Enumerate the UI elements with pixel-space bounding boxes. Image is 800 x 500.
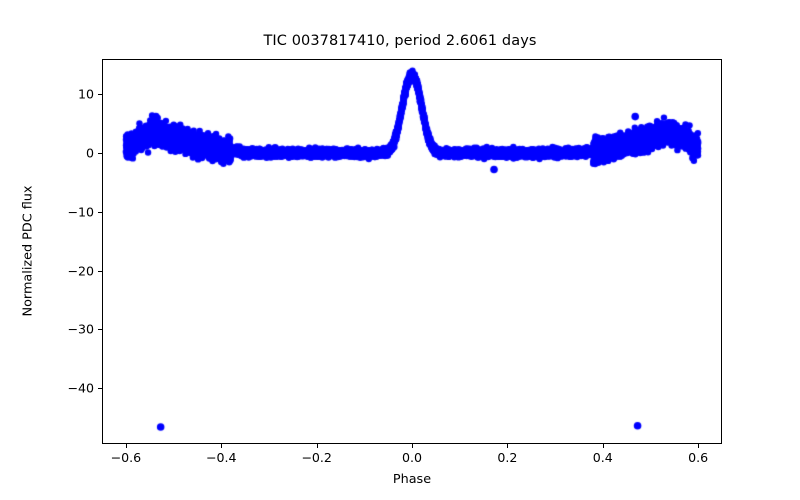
- x-tick-mark: [316, 444, 318, 448]
- y-tick-label: −10: [67, 204, 94, 220]
- y-tick-mark: [98, 153, 102, 155]
- plot-axes-frame: [102, 59, 722, 444]
- y-tick-label: −30: [67, 321, 94, 337]
- y-tick-label: 0: [85, 145, 94, 161]
- x-axis-tick-labels: −0.6 −0.4 −0.2 0.0 0.2 0.4 0.6: [102, 450, 722, 470]
- y-axis-tick-marks: [98, 59, 102, 444]
- x-tick-label: 0.0: [401, 450, 423, 465]
- x-axis-tick-marks: [102, 444, 722, 448]
- y-tick-mark: [98, 270, 102, 272]
- x-axis-label: Phase: [392, 472, 432, 487]
- x-tick-mark: [412, 444, 414, 448]
- x-tick-label: 0.6: [688, 450, 709, 465]
- x-tick-mark: [698, 444, 700, 448]
- y-axis-label: Normalized PDC flux: [20, 185, 36, 317]
- x-tick-label: −0.2: [301, 450, 332, 465]
- y-tick-mark: [98, 329, 102, 331]
- y-tick-mark: [98, 211, 102, 213]
- x-tick-label: −0.4: [205, 450, 237, 465]
- y-tick-label: −20: [67, 263, 94, 279]
- x-tick-label: 0.2: [497, 450, 518, 465]
- x-tick-mark: [125, 444, 127, 448]
- x-tick-mark: [507, 444, 509, 448]
- x-tick-mark: [602, 444, 604, 448]
- page-title: TIC 0037817410, period 2.6061 days: [263, 33, 537, 49]
- y-tick-label: −40: [67, 380, 94, 396]
- y-axis-tick-labels: 10 0 −10 −20 −30 −40: [44, 59, 94, 444]
- x-tick-label: 0.4: [592, 450, 613, 465]
- x-tick-mark: [221, 444, 223, 448]
- x-tick-label: −0.6: [110, 450, 142, 465]
- y-tick-label: 10: [77, 86, 94, 102]
- y-tick-mark: [98, 388, 102, 390]
- y-tick-mark: [98, 94, 102, 96]
